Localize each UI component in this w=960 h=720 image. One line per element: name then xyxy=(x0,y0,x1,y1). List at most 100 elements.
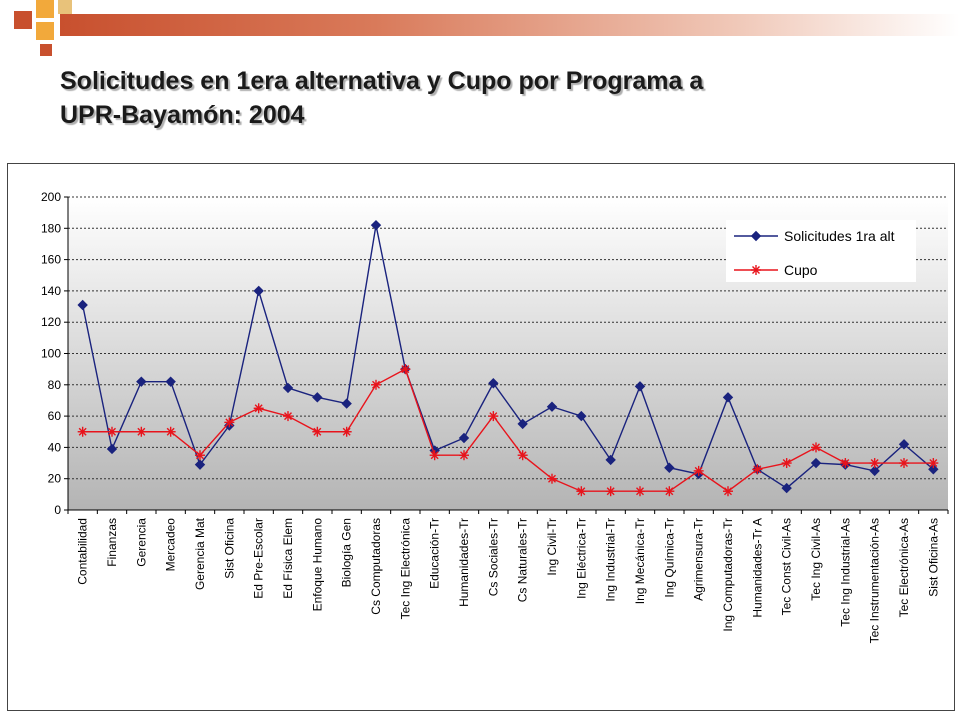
data-point xyxy=(840,458,851,469)
data-point xyxy=(136,376,147,387)
x-category-label: Ing Industrial-Tr xyxy=(604,518,618,602)
series-solicitudes xyxy=(77,219,939,494)
data-point xyxy=(722,392,734,403)
x-category-label: Tec Instrumentación-As xyxy=(868,518,882,643)
y-tick-label: 60 xyxy=(48,409,62,423)
series-cupo xyxy=(77,364,939,497)
data-point xyxy=(136,426,147,437)
x-category-label: Cs Sociales-Tr xyxy=(486,518,500,596)
data-point xyxy=(312,426,323,437)
x-category-label: Enfoque Humano xyxy=(310,518,324,612)
x-category-label: Agrimensura-Tr xyxy=(692,518,706,601)
y-tick-label: 140 xyxy=(41,284,61,298)
data-point xyxy=(635,486,645,497)
x-category-label: Humanidades-Tr A xyxy=(750,518,764,618)
x-category-label: Tec Electrónica-As xyxy=(897,518,911,617)
line-chart: 0 20 40 60 80 100 120 140 160 180 200 Contabilidad… xyxy=(41,190,949,643)
x-category-label: Mercadeo xyxy=(164,518,178,572)
decorative-gradient-bar xyxy=(60,14,960,36)
data-point xyxy=(253,403,264,414)
x-category-label: Tec Ing Civil-As xyxy=(809,518,823,601)
x-category-label: Tec Const Civil-As xyxy=(780,518,794,615)
data-point xyxy=(165,426,176,437)
data-point xyxy=(107,426,117,437)
y-tick-label: 40 xyxy=(48,440,62,454)
data-point xyxy=(928,458,939,469)
data-point xyxy=(253,285,264,297)
data-point xyxy=(459,450,469,461)
data-point xyxy=(723,486,733,497)
decorative-square-small-red xyxy=(40,44,52,56)
data-point xyxy=(546,401,558,412)
x-category-label: Gerencia Mat xyxy=(193,517,207,590)
data-point xyxy=(341,398,352,409)
data-point xyxy=(752,464,763,475)
data-point xyxy=(312,392,323,403)
data-point xyxy=(750,230,762,242)
x-category-label: Cs Computadoras xyxy=(369,518,383,615)
data-point xyxy=(77,426,88,437)
y-tick-label: 180 xyxy=(41,221,61,235)
x-category-label: Tec Ing Electrónica xyxy=(398,518,412,620)
data-point xyxy=(488,378,499,389)
legend-label: Solicitudes 1ra alt xyxy=(784,228,895,244)
data-point xyxy=(928,464,939,475)
data-point xyxy=(781,482,792,494)
x-category-label: Gerencia xyxy=(134,518,148,567)
chart-frame: 0 20 40 60 80 100 120 140 160 180 200 Contabilidad… xyxy=(7,163,955,711)
y-tick-label: 0 xyxy=(54,503,61,517)
data-point xyxy=(664,462,675,473)
x-category-label: Contabilidad xyxy=(76,518,90,585)
title-line-1: Solicitudes en 1era alternativa y Cupo p… xyxy=(60,67,704,95)
data-point xyxy=(869,458,880,469)
decorative-square-orange-2 xyxy=(36,22,54,40)
x-category-label: Sist Oficina-As xyxy=(926,518,940,597)
data-point xyxy=(576,410,587,422)
series-line xyxy=(82,368,934,493)
x-category-label: Finanzas xyxy=(105,518,119,567)
data-point xyxy=(77,299,88,311)
data-point xyxy=(224,417,235,428)
x-category-label: Sist Oficina xyxy=(222,518,236,579)
data-point xyxy=(781,458,792,469)
data-point xyxy=(429,450,440,461)
y-tick-label: 80 xyxy=(48,378,62,392)
data-point xyxy=(547,473,557,484)
data-point xyxy=(282,382,294,394)
data-point xyxy=(370,219,382,231)
data-point xyxy=(371,379,381,390)
y-tick-label: 120 xyxy=(41,315,61,329)
title-line-2: UPR-Bayamón: 2004 xyxy=(60,101,305,129)
decorative-square-orange xyxy=(36,0,54,18)
data-point xyxy=(488,411,499,422)
data-point xyxy=(664,486,675,497)
data-point xyxy=(194,459,206,470)
x-category-label: Ing Mecánica-Tr xyxy=(633,518,647,604)
y-tick-label: 100 xyxy=(41,347,61,361)
x-category-label: Tec Ing Industrial-As xyxy=(838,518,852,627)
y-tick-label: 200 xyxy=(41,190,61,204)
decorative-square-red xyxy=(14,11,32,29)
data-point xyxy=(811,442,821,453)
x-category-label: Biología Gen xyxy=(340,518,354,587)
data-point xyxy=(341,426,352,437)
data-point xyxy=(106,443,118,455)
data-point xyxy=(400,364,411,375)
x-category-label: Ing Civil-Tr xyxy=(545,518,559,576)
legend-label: Cupo xyxy=(784,262,818,278)
data-point xyxy=(458,432,470,444)
data-point xyxy=(517,450,528,461)
data-point xyxy=(751,265,761,275)
data-point xyxy=(810,457,822,469)
x-category-label: Ed Pre-Escolar xyxy=(252,518,266,599)
data-point xyxy=(898,439,910,450)
series-line xyxy=(81,225,934,489)
data-point xyxy=(195,450,205,461)
data-point xyxy=(634,381,646,392)
y-tick-label: 160 xyxy=(41,253,61,267)
x-category-label: Humanidades-Tr xyxy=(457,518,471,607)
slide-title: Solicitudes en 1era alternativa y Cupo p… xyxy=(60,64,920,132)
data-point xyxy=(283,411,293,422)
decorative-square-light xyxy=(58,0,72,14)
x-category-label: Ing Eléctrica-Tr xyxy=(574,518,588,599)
